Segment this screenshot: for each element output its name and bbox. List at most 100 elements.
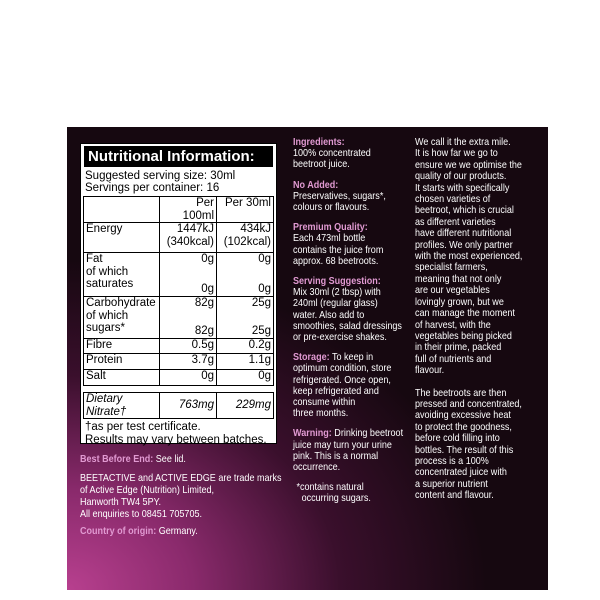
line: bottles. The result of this xyxy=(415,443,514,456)
value: 25g xyxy=(251,324,271,337)
note: *contains natural occurring sugars. xyxy=(293,481,403,505)
line: lovingly grown, but we xyxy=(415,295,504,308)
value: 1447kJ xyxy=(176,223,214,235)
footnote: †as per test certificate. Results may var… xyxy=(81,419,276,448)
line: Warning: Drinking beetroot xyxy=(293,428,403,439)
line: avoiding excessive heat xyxy=(415,409,511,422)
line: have different nutritional xyxy=(415,227,512,240)
label-line: Protein xyxy=(86,354,123,366)
row-label: Carbohydrate of which sugars* xyxy=(83,296,160,339)
heading: Serving Suggestion: xyxy=(293,275,381,288)
line: keep refrigerated and xyxy=(293,384,379,397)
nutrient-row: Salt 0g 0g xyxy=(83,369,274,386)
best-before: Best Before End: See lid. xyxy=(80,453,186,465)
line: colours or flavours. xyxy=(293,201,370,214)
middle-column: Ingredients: 100% concentrated beetroot ju… xyxy=(293,136,403,505)
line: vegetables being picked xyxy=(415,329,512,342)
line: 240ml (regular glass) xyxy=(293,297,378,310)
row-label: Salt xyxy=(83,369,160,386)
line: beetroot juice. xyxy=(293,158,350,171)
label-line: saturates xyxy=(86,278,134,290)
header-row: Per 100ml Per 30ml xyxy=(83,196,274,223)
line: consume within xyxy=(293,396,356,409)
footnote-line: †as per test certificate. xyxy=(85,421,201,433)
info-section: Serving Suggestion: Mix 30ml (2 tbsp) wit… xyxy=(293,275,403,344)
line: contains the juice from xyxy=(293,243,384,256)
value: 0g xyxy=(201,370,214,382)
value: (340kcal) xyxy=(166,235,214,248)
text: Germany. xyxy=(158,525,198,537)
value: 763mg xyxy=(159,392,217,419)
line: pressed and concentrated, xyxy=(415,397,522,410)
row-label: Dietary Nitrate† xyxy=(83,392,160,419)
line: Preservatives, sugars*, xyxy=(293,189,386,202)
line: can manage the moment xyxy=(415,307,515,320)
info-section: No Added: Preservatives, sugars*, colours … xyxy=(293,178,403,214)
line: 100% concentrated xyxy=(293,147,371,160)
line: before cold filling into xyxy=(415,432,500,445)
row-label: Protein xyxy=(83,353,160,370)
right-column: We call it the extra mile. It is how far … xyxy=(415,136,522,513)
label-line: Fat xyxy=(86,253,103,265)
nutrient-row: Fat of which saturates 0g 0g 0g 0g xyxy=(83,252,274,297)
value: 434kJ xyxy=(240,223,271,235)
trademark-line: All enquiries to 08451 705705. xyxy=(80,508,202,520)
line: occurrence. xyxy=(293,461,341,474)
row-label: Energy xyxy=(83,222,160,253)
value-cell: 0g xyxy=(216,369,274,386)
value-stack: 0g xyxy=(162,370,214,383)
line: meaning that not only xyxy=(415,272,502,285)
nutrient-row: Fibre 0.5g 0.2g xyxy=(83,338,274,354)
value-stack: 0.5g xyxy=(162,339,214,352)
value-stack: 0.2g xyxy=(219,339,271,352)
value-cell: 0.5g xyxy=(159,338,217,354)
info-section: Ingredients: 100% concentrated beetroot ju… xyxy=(293,136,403,171)
row-label: Fat of which saturates xyxy=(83,252,160,297)
line: process is a 100% xyxy=(415,454,489,467)
line: or pre-exercise shakes. xyxy=(293,331,387,344)
line: Mix 30ml (2 tbsp) with xyxy=(293,286,381,299)
line: a superior nutrient xyxy=(415,477,488,490)
value-stack: 1.1g xyxy=(219,354,271,367)
nutrition-title: Nutritional Information: xyxy=(84,146,273,167)
value-stack: 25g 25g xyxy=(219,297,271,337)
line: approx. 68 beetroots. xyxy=(293,254,379,267)
heading: Storage: xyxy=(293,351,330,364)
line: It starts with specifically xyxy=(415,181,510,194)
label-line: Salt xyxy=(86,370,106,382)
line: Each 473ml bottle xyxy=(293,232,366,245)
trademark: BEETACTIVE and ACTIVE EDGE are trade mar… xyxy=(80,472,282,520)
line: Storage: To keep in xyxy=(293,352,403,363)
line: juice may turn your urine xyxy=(293,438,392,451)
line: ensure we we optimise the xyxy=(415,158,522,171)
line: flavour. xyxy=(415,364,445,377)
nutrient-row: Protein 3.7g 1.1g xyxy=(83,353,274,370)
value-stack: 0g xyxy=(219,370,271,383)
label-line: Carbohydrate xyxy=(86,297,156,309)
trademark-line: BEETACTIVE and ACTIVE EDGE are trade mar… xyxy=(80,472,282,484)
value-stack: 0g 0g xyxy=(162,253,214,295)
line: refrigerated. Once open, xyxy=(293,373,391,386)
serving-size: Suggested serving size: 30ml xyxy=(85,170,236,182)
note-line: *contains natural xyxy=(296,481,364,494)
heading: No Added: xyxy=(293,178,339,191)
value-cell: 0g 0g xyxy=(159,252,217,297)
value-stack: 82g 82g xyxy=(162,297,214,337)
origin: Country of origin: Germany. xyxy=(80,525,198,537)
value-cell: 1.1g xyxy=(216,353,274,370)
heading: Ingredients: xyxy=(293,136,345,148)
nutrition-table: Per 100ml Per 30ml Energy 1447kJ (340kcal)… xyxy=(83,196,274,386)
label-line: Fibre xyxy=(86,339,113,351)
value-cell: 1447kJ (340kcal) xyxy=(159,222,217,253)
label-line: of which xyxy=(86,265,129,278)
line: chosen varieties of xyxy=(415,193,491,206)
line: three months. xyxy=(293,407,349,420)
line: optimum condition, store xyxy=(293,362,392,375)
text: To keep in xyxy=(331,351,374,364)
value: 1.1g xyxy=(248,354,271,366)
footnote-line: Results may vary between batches. xyxy=(85,433,267,446)
value: 0g xyxy=(258,253,271,265)
value: 0g xyxy=(201,253,214,265)
column-header: Per 30ml xyxy=(216,196,274,223)
info-section: Premium Quality: Each 473ml bottle contain… xyxy=(293,222,403,267)
